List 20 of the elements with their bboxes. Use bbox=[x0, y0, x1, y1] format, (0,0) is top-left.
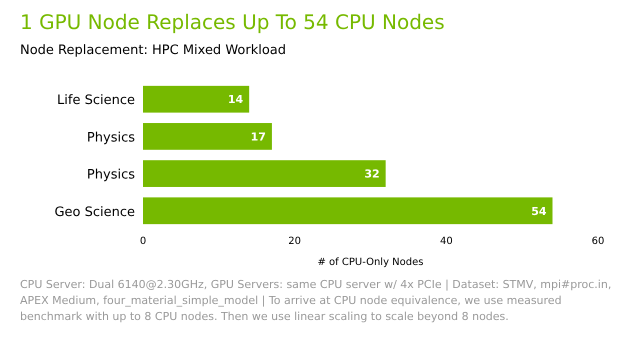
bar bbox=[143, 197, 552, 224]
chart-title: 1 GPU Node Replaces Up To 54 CPU Nodes bbox=[20, 10, 445, 34]
x-axis-title: # of CPU-Only Nodes bbox=[318, 257, 424, 268]
x-tick-label: 20 bbox=[288, 236, 302, 247]
y-tick-label: Geo Science bbox=[54, 204, 135, 220]
data-label: 32 bbox=[364, 168, 380, 181]
x-tick-label: 0 bbox=[140, 236, 146, 247]
data-label: 54 bbox=[531, 204, 547, 218]
bar bbox=[143, 86, 250, 113]
y-tick-label: Physics bbox=[86, 130, 136, 146]
y-tick-label: Life Science bbox=[57, 93, 135, 108]
bar bbox=[143, 160, 386, 187]
chart-subtitle: Node Replacement: HPC Mixed Workload bbox=[20, 43, 286, 58]
text: CPU Server: Dual 6140@2.30GHz, GPU Servers: same CPU server w/ 4x PCIe | Dataset: STMV, mpi#proc.in, APEX Medium, four_material_simple_model | To arrive at CPU node equivalence, we use measured benchmark with up to 8 CPU nodes. Then we use linear scaling to scale beyond 8 nodes. bbox=[20, 278, 612, 323]
y-tick-label: Physics bbox=[86, 168, 136, 183]
x-tick-label: 60 bbox=[592, 236, 604, 247]
data-label: 14 bbox=[228, 93, 244, 106]
x-tick-label: 40 bbox=[440, 236, 453, 247]
data-label: 17 bbox=[250, 130, 266, 144]
bar bbox=[143, 123, 272, 150]
